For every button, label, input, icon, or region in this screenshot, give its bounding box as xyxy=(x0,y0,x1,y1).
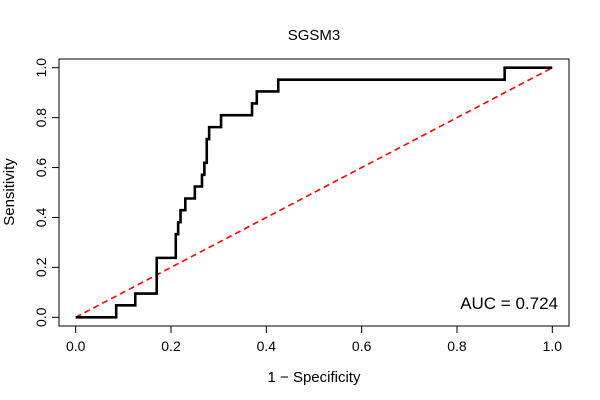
y-tick-label: 0.2 xyxy=(33,257,49,277)
y-tick-label: 0.0 xyxy=(33,307,49,327)
x-axis-label: 1 − Specificity xyxy=(268,369,361,386)
x-tick-label: 0.4 xyxy=(257,338,277,354)
roc-curve xyxy=(75,66,553,319)
x-axis: 0.0 0.2 0.4 0.6 0.8 1.0 xyxy=(66,325,563,354)
y-axis-label: Sensitivity xyxy=(1,158,18,226)
y-tick-label: 0.6 xyxy=(33,158,49,178)
x-tick-label: 0.6 xyxy=(352,338,372,354)
x-tick-label: 0.2 xyxy=(161,338,181,354)
reference-diagonal-line xyxy=(75,67,553,318)
y-tick-label: 0.8 xyxy=(33,108,49,128)
y-axis: 0.0 0.2 0.4 0.6 0.8 1.0 xyxy=(33,58,60,327)
y-tick-label: 0.4 xyxy=(33,208,49,228)
x-tick-label: 1.0 xyxy=(543,338,563,354)
x-tick-label: 0.8 xyxy=(447,338,467,354)
y-tick-label: 1.0 xyxy=(33,58,49,78)
chart-title: SGSM3 xyxy=(288,27,341,44)
auc-annotation: AUC = 0.724 xyxy=(460,294,558,313)
x-tick-label: 0.0 xyxy=(66,338,86,354)
